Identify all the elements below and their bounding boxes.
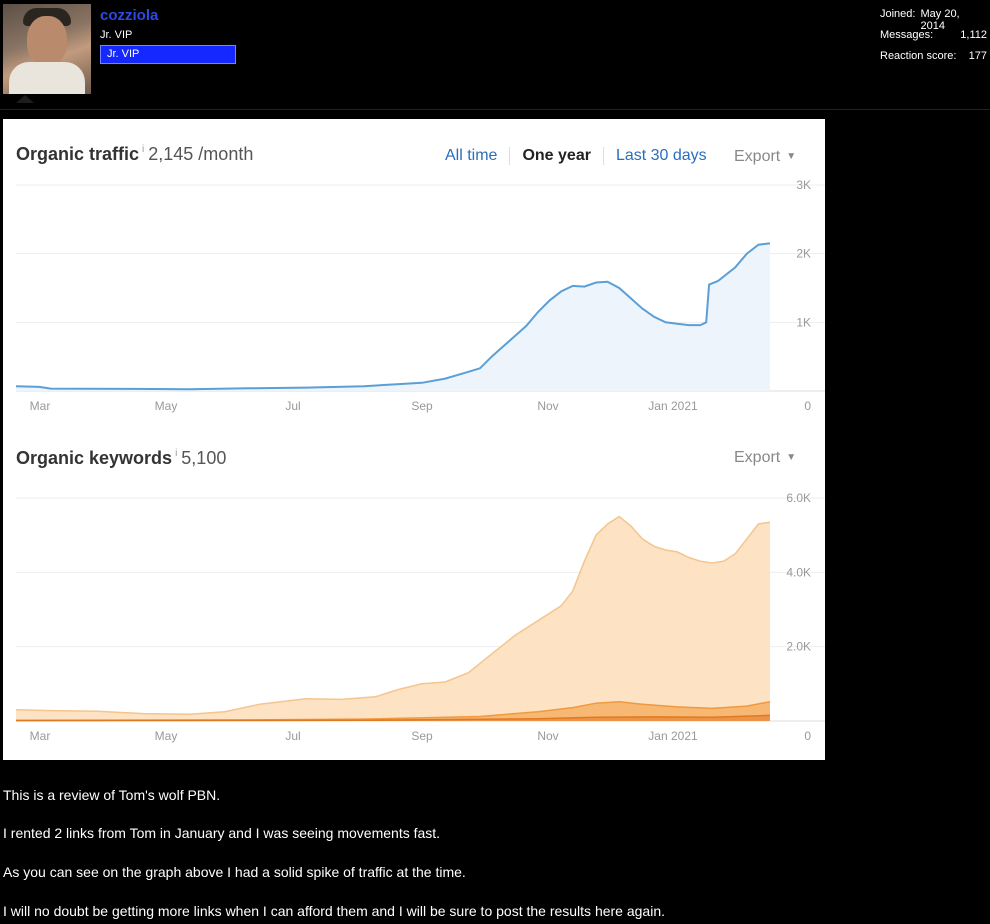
x-tick-label: Mar — [30, 729, 51, 743]
post-line-2: I rented 2 links from Tom in January and… — [3, 825, 441, 841]
keywords-chart: 6.0K 4.0K 2.0K 0 Mar May Jul Sep Nov Jan 2021 — [15, 491, 825, 743]
series-line — [15, 242, 771, 391]
traffic-title-row: Organic traffic i 2,145 /month — [16, 144, 253, 165]
tab-all-time[interactable]: All time — [433, 147, 511, 165]
username-link[interactable]: cozziola — [100, 7, 159, 24]
x-tick-label: May — [155, 399, 178, 413]
user-title: Jr. VIP — [100, 29, 133, 41]
stat-messages-value: 1,112 — [960, 29, 987, 41]
keywords-export-button[interactable]: Export ▼ — [734, 449, 796, 467]
stat-messages-label: Messages: — [880, 29, 934, 41]
user-banner: Jr. VIP — [100, 45, 236, 64]
user-stats: Joined: May 20, 2014 Messages: 1,112 Rea… — [880, 8, 987, 71]
chevron-down-icon: ▼ — [786, 151, 797, 162]
keywords-title-row: Organic keywords i 5,100 — [16, 448, 226, 469]
y-tick-label: 4.0K — [786, 565, 811, 579]
x-tick-label: Sep — [411, 399, 433, 413]
stat-joined-value: May 20, 2014 — [920, 8, 960, 32]
user-avatar[interactable] — [3, 4, 91, 94]
x-tick-label: Jan 2021 — [648, 399, 698, 413]
traffic-title: Organic traffic — [16, 144, 140, 164]
keywords-export-label: Export — [734, 449, 781, 466]
post-line-4: I will no doubt be getting more links wh… — [3, 903, 666, 919]
series-area — [16, 243, 770, 391]
chevron-down-icon: ▼ — [786, 452, 797, 463]
stat-reaction-value: 177 — [968, 50, 987, 62]
y-tick-label: 0 — [804, 399, 811, 413]
series-area — [16, 715, 770, 721]
post-line-3: As you can see on the graph above I had … — [3, 864, 466, 880]
x-tick-label: Jul — [285, 399, 300, 413]
x-tick-label: Nov — [537, 399, 558, 413]
y-tick-label: 1K — [796, 315, 811, 329]
header-divider — [0, 109, 990, 110]
y-tick-label: 6.0K — [786, 491, 811, 505]
y-tick-label: 3K — [796, 179, 811, 192]
traffic-export-button[interactable]: Export ▼ — [734, 148, 796, 166]
y-tick-label: 0 — [804, 729, 811, 743]
traffic-export-label: Export — [734, 148, 781, 165]
stat-joined: Joined: May 20, 2014 — [880, 8, 987, 32]
y-tick-label: 2.0K — [786, 640, 811, 654]
info-icon: i — [175, 448, 178, 459]
series-area — [16, 516, 770, 721]
post-line-1: This is a review of Tom's wolf PBN. — [3, 787, 221, 803]
x-tick-label: May — [155, 729, 178, 743]
x-tick-label: Mar — [30, 399, 51, 413]
traffic-chart: 3K 2K 1K 0 Mar May Jul Sep Nov Jan 2021 — [15, 179, 825, 413]
x-tick-label: Jul — [285, 729, 300, 743]
keywords-value: 5,100 — [181, 448, 227, 468]
tab-one-year[interactable]: One year — [510, 147, 604, 165]
keywords-title: Organic keywords — [16, 448, 173, 468]
x-tick-label: Nov — [537, 729, 558, 743]
x-tick-label: Sep — [411, 729, 433, 743]
stat-reaction: Reaction score: 177 — [880, 50, 987, 71]
period-tabs: All time One year Last 30 days — [433, 147, 719, 165]
x-tick-label: Jan 2021 — [648, 729, 698, 743]
traffic-value: 2,145 /month — [148, 144, 254, 164]
chart-screenshot: Organic traffic i 2,145 /month All time On… — [3, 119, 825, 760]
series-line — [15, 515, 771, 716]
stat-reaction-label: Reaction score: — [880, 50, 957, 62]
series-line — [15, 714, 771, 722]
tab-last-30-days[interactable]: Last 30 days — [615, 147, 707, 164]
stat-joined-label: Joined: — [880, 8, 916, 20]
info-icon: i — [142, 144, 145, 155]
stat-messages: Messages: 1,112 — [880, 29, 987, 50]
y-tick-label: 2K — [796, 247, 811, 261]
series-line — [15, 700, 771, 722]
avatar-caret — [16, 95, 34, 103]
